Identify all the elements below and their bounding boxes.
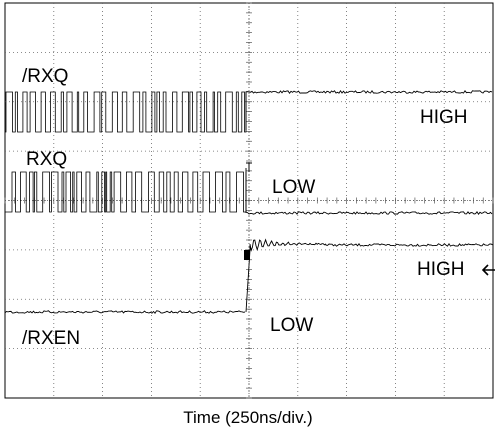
annotation-low-rxq: LOW	[272, 177, 315, 198]
trigger-marker	[244, 250, 250, 260]
trace-rxq-inverted-burst	[5, 91, 247, 133]
channel-label-rxq: RXQ	[26, 149, 67, 170]
trace-rxq-inverted-high	[245, 89, 493, 130]
channel-label-rxen-inverted: /RXEN	[22, 328, 80, 349]
trigger-tick	[246, 162, 252, 172]
trace-rxq-burst	[5, 171, 247, 213]
trace-rxen-inverted-high	[249, 238, 493, 252]
annotation-low-rxen-inverted: LOW	[270, 315, 313, 336]
trace-rxen-inverted-edge	[245, 249, 251, 313]
trace-rxq-low	[245, 168, 493, 215]
annotation-high-rxen-inverted: HIGH	[417, 259, 465, 280]
channel-label-rxq-inverted: /RXQ	[22, 66, 68, 87]
annotation-high-rxq-inverted: HIGH	[420, 107, 468, 128]
traces	[4, 89, 493, 314]
trace-rxen-inverted-low	[4, 310, 246, 314]
x-axis-label: Time (250ns/div.)	[183, 408, 313, 427]
arrow-left-icon	[481, 264, 495, 276]
